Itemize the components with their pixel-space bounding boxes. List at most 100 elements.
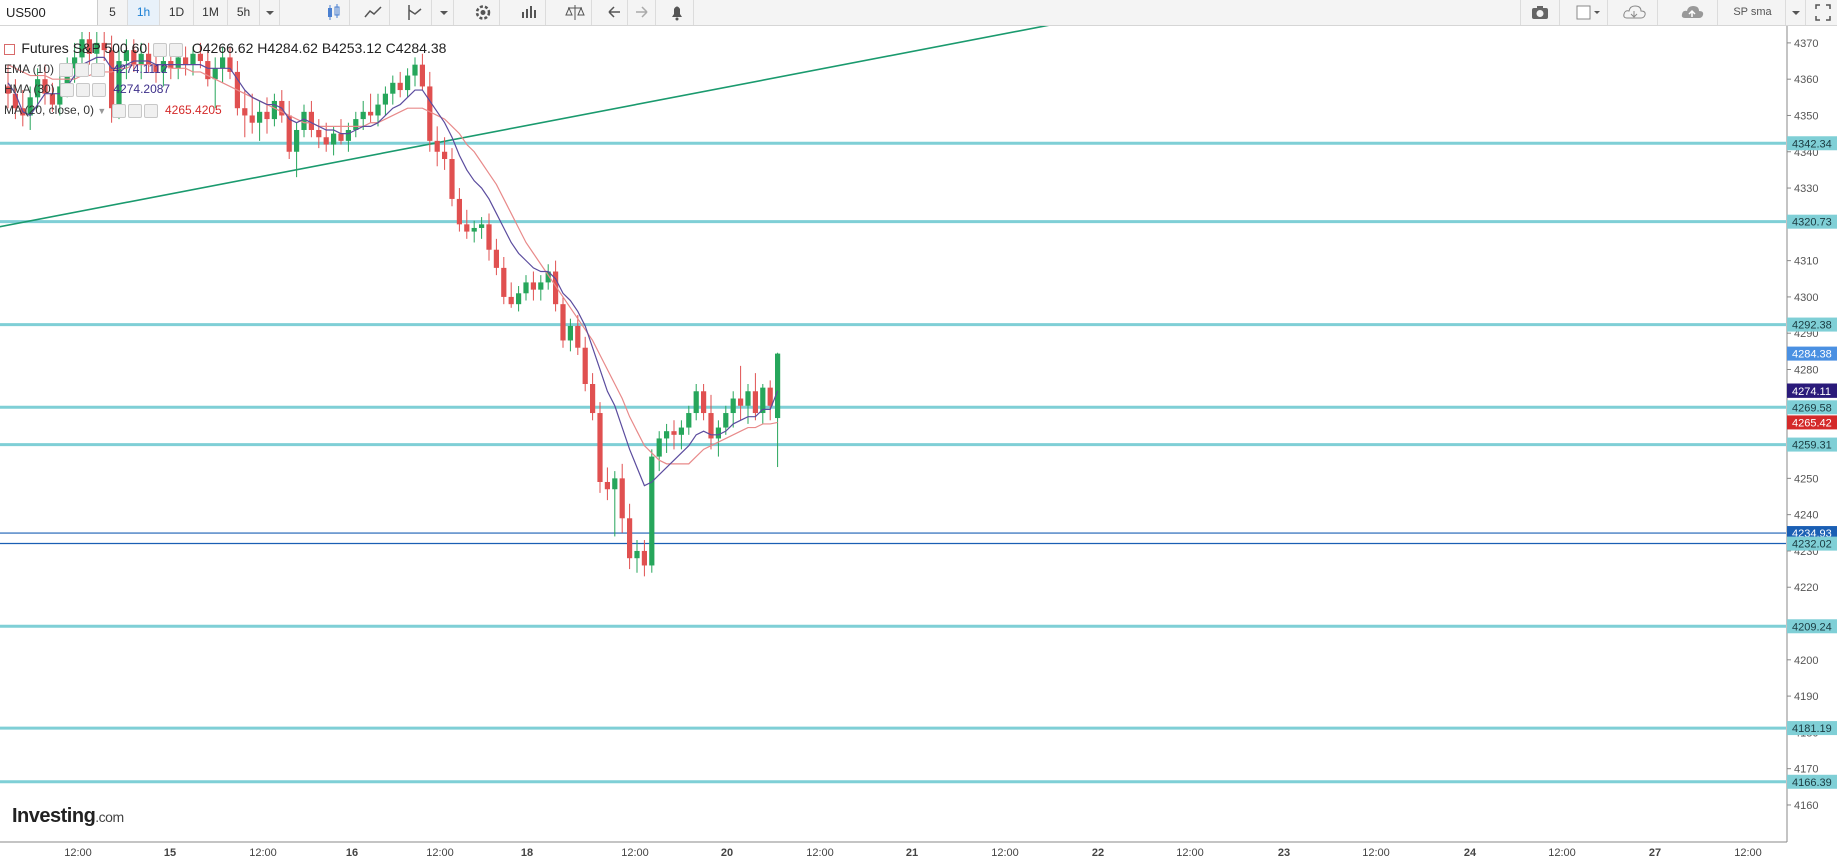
- price-tag: 4265.42: [1787, 415, 1837, 430]
- close-icon[interactable]: [91, 62, 106, 77]
- settings-icon[interactable]: [59, 62, 74, 77]
- compare-icon[interactable]: [558, 0, 592, 25]
- price-tag: 4284.38: [1787, 346, 1837, 361]
- interval-1d-button[interactable]: 1D: [160, 0, 194, 25]
- candle-body: [264, 111, 270, 120]
- candle-body: [5, 86, 11, 94]
- ema-label[interactable]: EMA (10): [4, 62, 55, 76]
- interval-1m-button[interactable]: 1M: [194, 0, 228, 25]
- settings-icon[interactable]: [152, 42, 167, 57]
- x-tick-label: 12:00: [991, 847, 1019, 859]
- cloud-download-icon[interactable]: [1612, 0, 1658, 25]
- legend-title-row: Futures S&P 500 60 O4266.62 H4284.62 B42…: [4, 40, 446, 57]
- candle-body: [353, 119, 359, 130]
- x-tick-label: 12:00: [426, 847, 454, 859]
- camera-icon[interactable]: [1520, 0, 1560, 25]
- candle-body: [664, 431, 670, 439]
- ma-label[interactable]: MA (20, close, 0): [4, 103, 95, 117]
- price-tag-background: [1787, 136, 1837, 151]
- interval-5-button[interactable]: 5: [98, 0, 128, 25]
- candle-body: [567, 325, 573, 341]
- x-tick-label: 12:00: [1362, 847, 1390, 859]
- layout-dropdown-button[interactable]: [1786, 0, 1806, 25]
- cloud-upload-icon[interactable]: [1668, 0, 1718, 25]
- price-tag-background: [1787, 317, 1837, 332]
- legend-ema-row: EMA (10) 4274.1112: [4, 62, 168, 77]
- bar-style-icon[interactable]: [512, 0, 546, 25]
- candle-body: [331, 133, 337, 145]
- candle-body: [412, 64, 418, 76]
- price-tag: 4232.02: [1787, 536, 1837, 551]
- layout-name-label[interactable]: SP sma: [1720, 0, 1786, 25]
- candle-body: [338, 133, 344, 141]
- candle-body: [597, 413, 603, 482]
- candle-body: [575, 325, 581, 348]
- y-tick-label: 4170: [1794, 764, 1818, 776]
- candle-body: [767, 387, 773, 406]
- candle-body: [138, 53, 144, 65]
- fullscreen-icon[interactable]: [1808, 0, 1837, 25]
- candle-body: [590, 384, 596, 414]
- eye-icon[interactable]: [168, 42, 183, 57]
- candle-body: [175, 57, 181, 69]
- candles-icon[interactable]: [316, 0, 350, 25]
- hma-label[interactable]: HMA (30): [4, 82, 55, 96]
- candle-body: [49, 93, 55, 105]
- candle-body: [257, 111, 263, 123]
- close-icon[interactable]: [92, 82, 107, 97]
- ema-value: 4274.1112: [112, 62, 168, 76]
- settings-icon[interactable]: [60, 82, 75, 97]
- settings-icon[interactable]: [111, 103, 126, 118]
- x-tick-label: 16: [346, 847, 358, 859]
- y-tick-label: 4240: [1794, 510, 1818, 522]
- price-tag: 4166.39: [1787, 774, 1837, 789]
- y-tick-label: 4330: [1794, 183, 1818, 195]
- price-tag-label: 4265.42: [1792, 417, 1832, 429]
- candle-body: [612, 478, 618, 490]
- redo-icon[interactable]: [628, 0, 656, 25]
- settings-icon[interactable]: [466, 0, 500, 25]
- eye-icon[interactable]: [127, 103, 142, 118]
- eye-icon[interactable]: [75, 62, 90, 77]
- eye-icon[interactable]: [76, 82, 91, 97]
- candle-body: [560, 304, 566, 341]
- price-tag-background: [1787, 383, 1837, 398]
- candle-body: [101, 42, 107, 51]
- interval-1h-button[interactable]: 1h: [128, 0, 160, 25]
- x-tick-label: 12:00: [1734, 847, 1762, 859]
- price-tag-background: [1787, 619, 1837, 634]
- square-icon[interactable]: [1568, 0, 1608, 25]
- candle-body: [449, 159, 455, 199]
- indicators-dropdown-button[interactable]: [434, 0, 454, 25]
- price-labels-layer: 4342.344320.734292.384269.584259.314234.…: [1787, 136, 1837, 789]
- x-tick-label: 24: [1464, 847, 1477, 859]
- alert-icon[interactable]: [660, 0, 694, 25]
- indicators-icon[interactable]: [398, 0, 432, 25]
- candle-body: [345, 129, 351, 141]
- interval-dropdown-button[interactable]: [260, 0, 280, 25]
- candle-body: [271, 100, 277, 120]
- line-style-icon[interactable]: [356, 0, 390, 25]
- y-tick-label: 4200: [1794, 655, 1818, 667]
- interval-5h-button[interactable]: 5h: [228, 0, 260, 25]
- close-icon[interactable]: [143, 103, 158, 118]
- chevron-down-icon[interactable]: ▼: [97, 106, 107, 116]
- symbol-input[interactable]: US500: [0, 0, 98, 25]
- price-tag: 4209.24: [1787, 619, 1837, 634]
- price-tag-label: 4209.24: [1792, 621, 1832, 633]
- undo-icon[interactable]: [600, 0, 628, 25]
- candle-body: [79, 39, 85, 58]
- x-tick-label: 20: [721, 847, 733, 859]
- collapse-icon[interactable]: [4, 44, 15, 56]
- candle-body: [64, 68, 70, 87]
- candle-body: [390, 82, 396, 94]
- axes-layer: 4160417041804190420042104220423042404250…: [0, 26, 1818, 859]
- candle-body: [434, 140, 440, 152]
- price-chart[interactable]: 4160417041804190420042104220423042404250…: [0, 26, 1837, 860]
- x-tick-label: 12:00: [621, 847, 649, 859]
- candle-body: [538, 282, 544, 290]
- candle-body: [508, 296, 514, 305]
- candle-body: [501, 267, 507, 297]
- candle-body: [649, 456, 655, 566]
- candle-body: [382, 93, 388, 105]
